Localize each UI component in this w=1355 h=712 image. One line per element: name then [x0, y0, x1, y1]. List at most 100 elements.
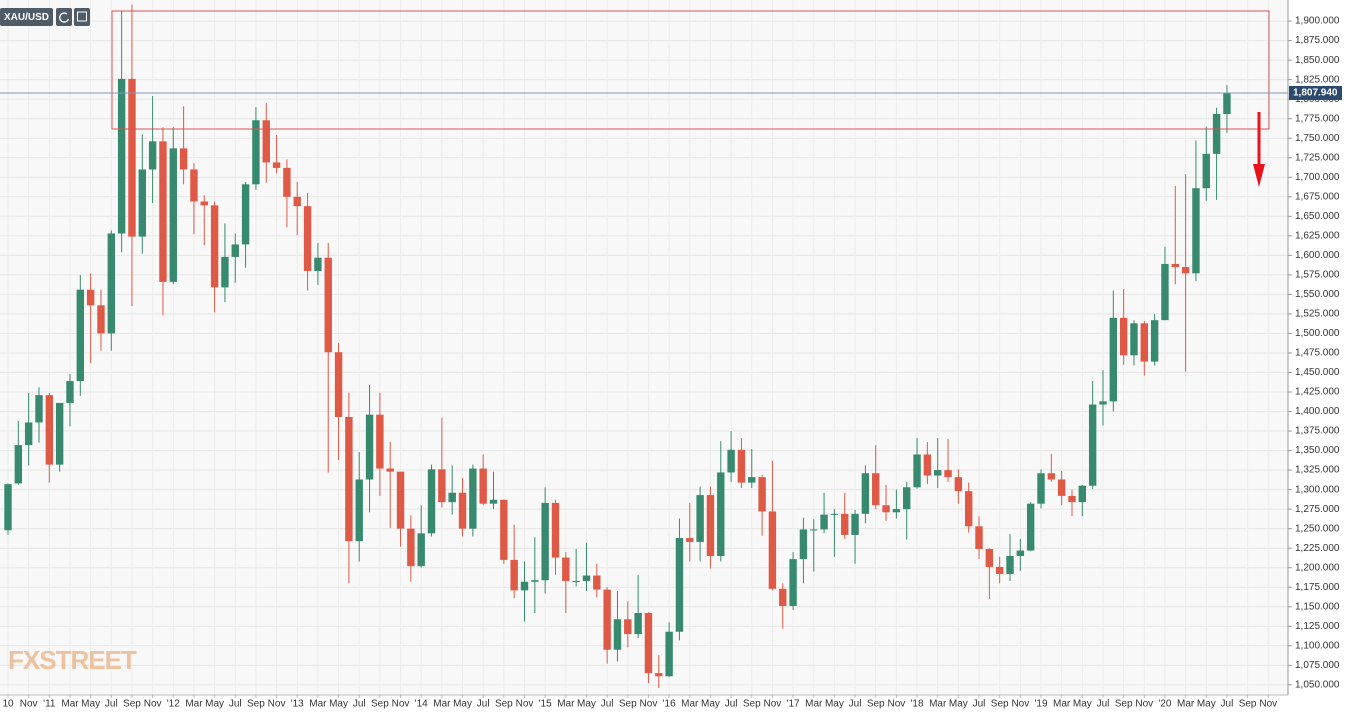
- candle-body: [1171, 263, 1179, 268]
- candle-body: [138, 169, 146, 237]
- y-tick-label: 1,375.000: [1295, 426, 1340, 437]
- x-tick-label: Mar: [557, 699, 575, 710]
- down-arrow-head: [1253, 164, 1265, 187]
- x-tick-label: Nov: [1259, 699, 1277, 710]
- x-tick-label: Sep: [1239, 699, 1257, 710]
- y-tick-label: 1,225.000: [1295, 543, 1340, 554]
- watermark: FXSTREET: [8, 645, 137, 675]
- x-tick-label: Mar: [681, 699, 699, 710]
- candle-body: [314, 257, 322, 271]
- x-tick-label: Mar: [185, 699, 203, 710]
- candle-body: [262, 120, 270, 163]
- candle-body: [458, 492, 467, 529]
- x-tick-label: '14: [415, 699, 428, 710]
- x-tick-label: Mar: [433, 699, 451, 710]
- candle-body: [1150, 320, 1159, 362]
- x-tick-label: Sep: [495, 699, 513, 710]
- y-tick-label: 1,500.000: [1295, 328, 1340, 339]
- candle-body: [324, 257, 332, 353]
- candle-body: [386, 468, 394, 472]
- calendar-button[interactable]: [74, 8, 90, 26]
- candle-body: [892, 509, 901, 513]
- candle-body: [128, 78, 136, 237]
- candle-body: [365, 414, 374, 480]
- candle-body: [4, 484, 12, 531]
- x-tick-label: '11: [43, 699, 56, 710]
- y-tick-label: 1,850.000: [1295, 55, 1340, 66]
- refresh-button[interactable]: [56, 8, 72, 26]
- candle-body: [76, 289, 85, 382]
- y-tick-label: 1,100.000: [1295, 640, 1340, 651]
- candle-body: [964, 491, 973, 527]
- x-tick-label: Jul: [849, 699, 862, 710]
- x-tick-label: Sep: [371, 699, 389, 710]
- candle-body: [241, 184, 250, 245]
- y-tick-label: 1,675.000: [1295, 191, 1340, 202]
- y-tick-label: 1,875.000: [1295, 35, 1340, 46]
- candle-body: [841, 513, 849, 535]
- symbol-badge[interactable]: [0, 8, 53, 26]
- candle-body: [531, 580, 539, 582]
- candle-body: [830, 513, 839, 515]
- candle-body: [86, 289, 95, 306]
- candle-body: [107, 233, 115, 334]
- y-tick-label: 1,825.000: [1295, 74, 1340, 85]
- x-tick-label: May: [81, 699, 100, 710]
- y-tick-label: 1,575.000: [1295, 270, 1340, 281]
- candle-body: [1047, 473, 1056, 480]
- x-tick-label: May: [205, 699, 224, 710]
- x-tick-label: '12: [167, 699, 180, 710]
- x-tick-label: May: [1073, 699, 1092, 710]
- candle-body: [293, 196, 301, 207]
- x-tick-label: Mar: [805, 699, 823, 710]
- x-tick-label: Nov: [516, 699, 534, 710]
- y-tick-label: 1,175.000: [1295, 582, 1340, 593]
- candle-body: [303, 206, 312, 271]
- candle-body: [613, 619, 622, 650]
- x-tick-label: Jul: [105, 699, 118, 710]
- x-tick-label: Sep: [743, 699, 761, 710]
- candle-body: [148, 141, 157, 170]
- candle-body: [355, 479, 363, 542]
- candle-body: [758, 477, 766, 512]
- candle-body: [624, 619, 632, 635]
- candle-body: [55, 402, 64, 465]
- candle-body: [706, 495, 715, 556]
- candle-body: [655, 673, 663, 677]
- candle-body: [737, 449, 746, 483]
- y-tick-label: 1,200.000: [1295, 562, 1340, 573]
- candle-body: [1078, 485, 1087, 503]
- y-tick-label: 1,325.000: [1295, 465, 1340, 476]
- y-tick-label: 1,300.000: [1295, 484, 1340, 495]
- x-tick-label: '15: [539, 699, 552, 710]
- candle-body: [686, 538, 694, 542]
- y-tick-label: 1,650.000: [1295, 211, 1340, 222]
- y-tick-label: 1,725.000: [1295, 152, 1340, 163]
- last-price-label: 1,807.940: [1293, 88, 1338, 99]
- candle-body: [479, 468, 487, 504]
- candle-body: [1109, 317, 1118, 402]
- candle-body: [1006, 556, 1014, 574]
- candle-body: [551, 502, 560, 558]
- y-tick-label: 1,750.000: [1295, 133, 1340, 144]
- candle-body: [810, 529, 818, 531]
- y-tick-label: 1,900.000: [1295, 16, 1340, 27]
- x-tick-label: Jul: [973, 699, 986, 710]
- candle-body: [1068, 495, 1076, 503]
- x-tick-label: Nov: [20, 699, 38, 710]
- x-tick-label: Nov: [887, 699, 905, 710]
- candle-body: [872, 473, 880, 506]
- candle-body: [593, 575, 601, 590]
- candle-body: [572, 580, 580, 582]
- candle-body: [1037, 473, 1045, 504]
- candle-body: [779, 588, 787, 606]
- candle-body: [35, 395, 43, 423]
- candle-body: [283, 167, 291, 197]
- candle-body: [179, 148, 188, 170]
- x-tick-label: Sep: [1115, 699, 1133, 710]
- x-tick-label: Nov: [1011, 699, 1029, 710]
- candle-body: [696, 495, 704, 542]
- candle-body: [861, 473, 870, 514]
- candle-body: [500, 499, 508, 560]
- y-tick-label: 1,075.000: [1295, 660, 1340, 671]
